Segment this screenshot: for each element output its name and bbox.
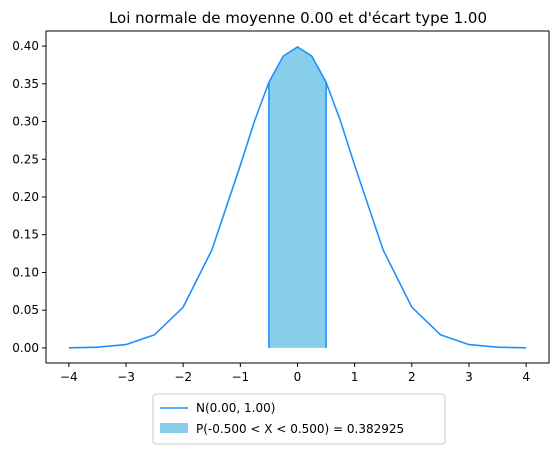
- plot-area: [68, 46, 527, 349]
- y-tick-label: 0.20: [12, 190, 39, 204]
- x-tick-label: 2: [408, 370, 416, 384]
- y-tick-label: 0.15: [12, 228, 39, 242]
- legend-box: [152, 393, 446, 445]
- axes: −4 −3 −2 −1 0 1 2 3 4 0.00 0.05 0.10 0.15 0.20 0.25 0.3…: [12, 39, 530, 384]
- x-tick-label: 1: [351, 370, 359, 384]
- y-tick-label: 0.35: [12, 77, 39, 91]
- y-tick-label: 0.05: [12, 303, 39, 317]
- y-tick-label: 0.40: [12, 39, 39, 53]
- x-tick-label: −3: [117, 370, 135, 384]
- x-tick-label: −4: [60, 370, 78, 384]
- y-tick-label: 0.00: [12, 341, 39, 355]
- x-tick-label: 3: [465, 370, 473, 384]
- legend: N(0.00, 1.00) P(-0.500 < X < 0.500) = 0.…: [152, 393, 446, 445]
- x-tick-label: −1: [231, 370, 249, 384]
- legend-swatch-area: [160, 423, 188, 433]
- x-tick-label: 4: [522, 370, 530, 384]
- density-curve: [68, 46, 527, 349]
- x-tick-label: 0: [294, 370, 302, 384]
- y-tick-label: 0.30: [12, 115, 39, 129]
- chart-title: Loi normale de moyenne 0.00 et d'écart t…: [109, 9, 487, 27]
- probability-area: [268, 46, 327, 348]
- legend-label-normal: N(0.00, 1.00): [196, 401, 275, 415]
- y-tick-label: 0.10: [12, 265, 39, 279]
- legend-label-area: P(-0.500 < X < 0.500) = 0.382925: [196, 422, 404, 436]
- y-tick-label: 0.25: [12, 152, 39, 166]
- x-tick-label: −2: [174, 370, 192, 384]
